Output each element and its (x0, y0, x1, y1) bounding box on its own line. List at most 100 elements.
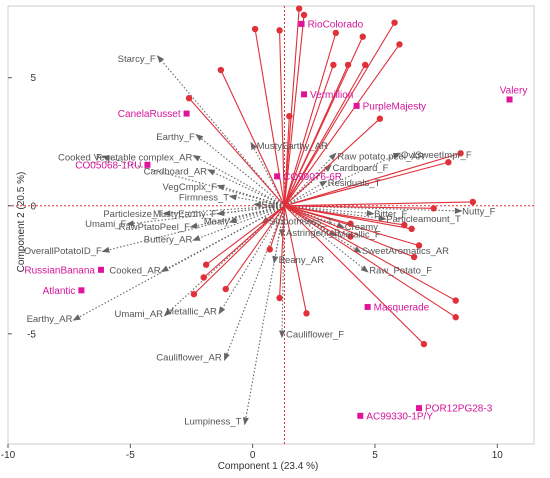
loading-arrow (284, 182, 324, 207)
variable-ray-head (332, 29, 340, 37)
loading-arrow (220, 205, 285, 312)
loading-arrowhead (242, 417, 249, 426)
sample-label: PurpleMajesty (363, 101, 426, 112)
variable-ray (283, 205, 308, 314)
variable-ray (284, 205, 425, 345)
variable-ray (284, 205, 351, 225)
variable-ray-head (415, 242, 423, 249)
y-tick-label: -5 (27, 329, 36, 340)
variable-ray-head (401, 221, 408, 229)
variable-rays (185, 5, 477, 348)
loading-arrowhead (72, 314, 81, 321)
variable-ray (283, 22, 396, 207)
attribute-label: MustyEarthy_F (153, 209, 217, 220)
attribute-label: OverallPotatoID_F (24, 246, 102, 257)
variable-ray-head (391, 19, 398, 26)
attribute-label: Earthy_F (156, 132, 195, 143)
attribute-label: Mealy (204, 217, 230, 228)
attribute-label: Particlesize_T (103, 209, 163, 220)
loading-arrowhead (156, 55, 165, 64)
variable-ray-head (202, 261, 210, 268)
loading-arrowhead (101, 155, 110, 161)
variable-ray-head (420, 340, 428, 348)
variable-ray (279, 30, 286, 206)
variable-ray (284, 205, 415, 258)
variable-ray-head (376, 115, 384, 122)
attribute-label: Salt (262, 200, 279, 211)
attribute-label: Smoothness_T (269, 217, 333, 228)
sample-marker (364, 303, 371, 310)
attribute-labels: Starcy_FEarthy_FMustyEarthy_ARCooked_FVe… (24, 54, 496, 427)
variable-ray (284, 44, 400, 207)
variable-ray-head (469, 198, 477, 206)
attribute-label: Cardboard_F (332, 163, 388, 174)
variable-ray (193, 205, 285, 295)
sample-marker (97, 266, 104, 273)
variable-ray-head (295, 5, 303, 12)
loading-arrow (159, 58, 285, 207)
sample-marker (353, 102, 360, 109)
variable-ray (283, 14, 305, 206)
variable-ray-head (347, 220, 354, 227)
variable-ray (205, 205, 285, 266)
attribute-label: SweetAromatics_AR (362, 246, 449, 257)
loading-arrowhead (336, 222, 345, 229)
loading-arrow (284, 205, 371, 215)
loading-arrowhead (250, 141, 257, 150)
sample-label: RussianBanana (24, 265, 95, 276)
loading-arrowhead (392, 152, 402, 159)
attribute-label: Cauliflower_AR (156, 352, 222, 363)
variable-ray-head (217, 66, 225, 74)
x-axis-label: Component 1 (23.4 %) (218, 461, 319, 472)
variable-ray-head (276, 294, 283, 302)
variable-ray (284, 161, 449, 207)
loading-arrowhead (228, 217, 238, 224)
variable-ray (203, 205, 285, 278)
loading-arrowhead (454, 207, 463, 214)
variable-ray (284, 201, 473, 207)
variable-ray (284, 152, 461, 207)
sample-label: Atlantic (43, 286, 76, 297)
sample-marker (301, 91, 308, 98)
loading-arrowhead (192, 235, 201, 241)
x-tick-label: -10 (1, 450, 16, 461)
variable-ray (188, 97, 285, 207)
variable-ray-head (452, 297, 459, 304)
sample-marker (144, 161, 151, 168)
sample-marker (416, 405, 423, 412)
loading-arrowhead (163, 308, 172, 317)
loading-arrow (232, 196, 285, 207)
attribute-label: Bitter_F (374, 209, 407, 220)
sample-marker (298, 20, 305, 27)
attribute-label: MustyEarthy_AR (257, 141, 328, 152)
loading-arrow (284, 166, 329, 207)
variable-ray (284, 205, 351, 238)
attribute-label: Cauliflower_F (286, 329, 344, 340)
attribute-label: Buttery_AR (144, 235, 193, 246)
variable-ray-head (300, 11, 308, 19)
loading-arrowhead (366, 210, 375, 217)
attribute-label: Cardboard_AR (144, 167, 208, 178)
x-tick-label: 10 (492, 450, 504, 461)
sample-label: CO05068-1RU (75, 160, 141, 171)
attribute-label: VegCmplx_F (162, 182, 217, 193)
loading-arrowhead (378, 215, 387, 222)
variable-ray (279, 205, 286, 299)
variable-ray (284, 205, 434, 209)
attribute-label: RawPtatoPeel_F (119, 222, 190, 233)
sample-points: RioColorado Vermillion PurpleMajesty Valery… (24, 19, 527, 422)
loading-arrowhead (319, 180, 328, 188)
loading-arrow (105, 205, 285, 252)
variable-ray (220, 69, 285, 207)
variable-ray-head (330, 61, 337, 69)
variable-ray-head (445, 159, 452, 166)
loading-arrowhead (195, 133, 204, 142)
loading-arrowhead (323, 164, 332, 172)
loading-arrowhead (101, 246, 110, 253)
loading-arrowhead (253, 201, 262, 208)
variable-ray (284, 205, 457, 318)
sample-label: AC99330-1P/Y (366, 411, 433, 422)
variable-ray (284, 205, 412, 230)
loading-arrow (281, 205, 286, 334)
